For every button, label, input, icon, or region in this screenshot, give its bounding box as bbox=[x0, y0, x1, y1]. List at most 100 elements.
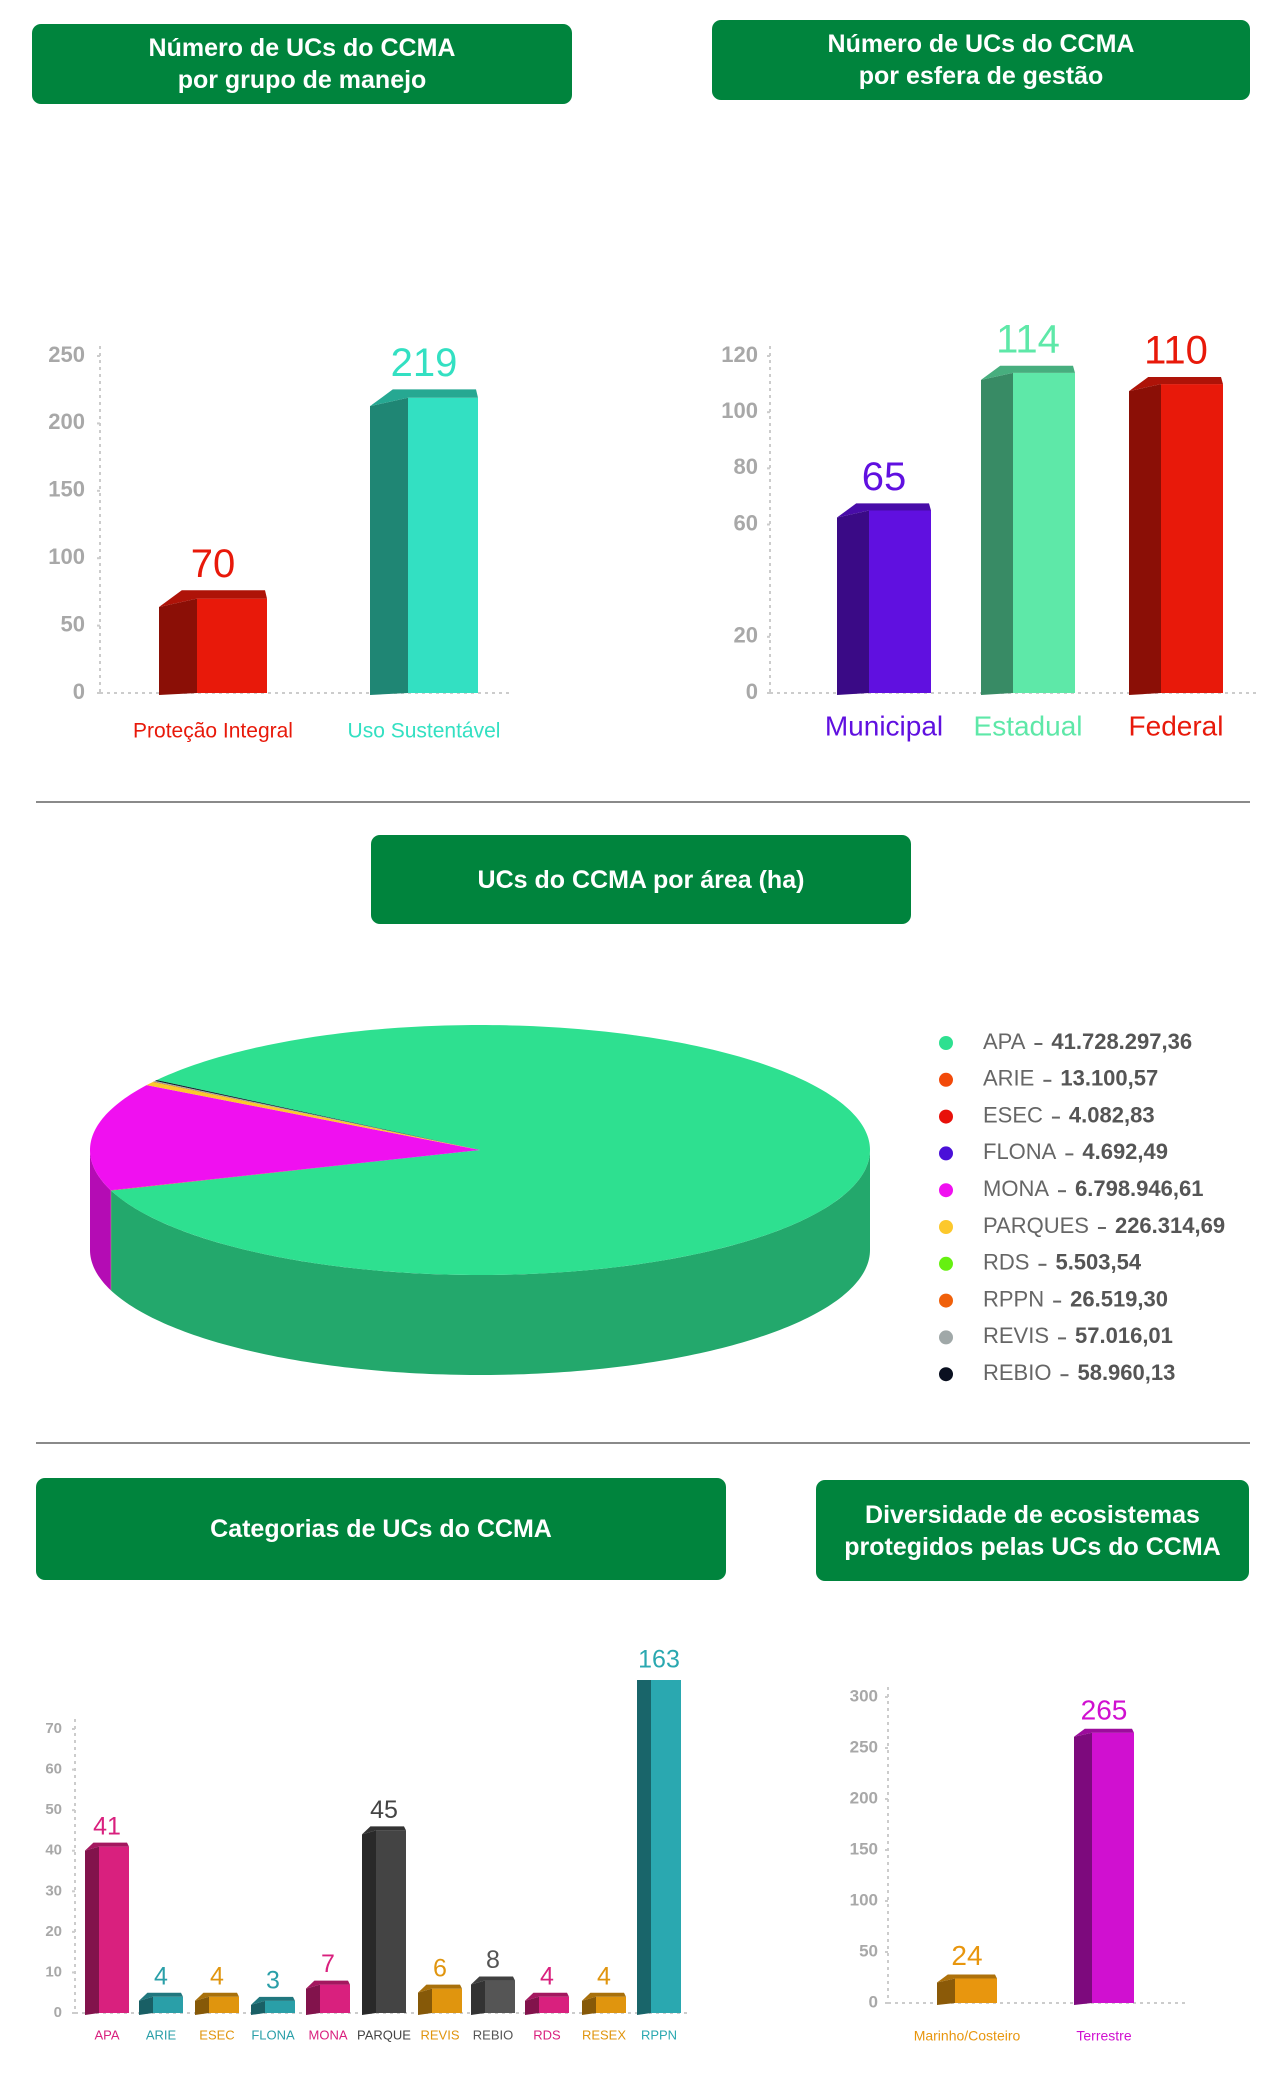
bar bbox=[265, 2000, 295, 2013]
y-tick-label: 200 bbox=[48, 409, 85, 434]
value-label: 4 bbox=[540, 1962, 554, 1990]
x-tick-label: REVIS bbox=[420, 2027, 459, 2042]
bar-side bbox=[159, 598, 197, 695]
legend-value: 6.798.946,61 bbox=[1075, 1176, 1203, 1201]
bar-side bbox=[251, 2000, 265, 2015]
legend-swatch bbox=[939, 1220, 953, 1234]
pie-slice bbox=[152, 1082, 480, 1150]
header: Categorias de UCs do CCMA bbox=[36, 1478, 726, 1580]
x-tick-label: Estadual bbox=[974, 710, 1083, 741]
value-label: 8 bbox=[486, 1946, 500, 1974]
value-label: 3 bbox=[266, 1966, 280, 1994]
bar bbox=[1013, 372, 1075, 693]
x-tick-label: RDS bbox=[533, 2027, 561, 2042]
x-tick-label: MONA bbox=[309, 2027, 348, 2042]
bar-top bbox=[471, 1976, 515, 1985]
x-tick-label: Uso Sustentável bbox=[348, 720, 501, 743]
pie-slice-side bbox=[90, 1150, 111, 1291]
y-tick-label: 150 bbox=[850, 1839, 878, 1858]
pie-slice bbox=[110, 1150, 481, 1191]
bar-side bbox=[362, 1830, 376, 2015]
y-tick-label: 250 bbox=[48, 342, 85, 367]
bar-top bbox=[1129, 377, 1223, 392]
bar-side bbox=[937, 1978, 955, 2005]
bar-side bbox=[306, 1984, 320, 2015]
bar-top bbox=[418, 1984, 462, 1993]
y-tick-label: 30 bbox=[45, 1882, 62, 1899]
bars bbox=[159, 389, 478, 695]
bar-side bbox=[582, 1996, 596, 2015]
bar bbox=[99, 1846, 129, 2013]
legend-swatch bbox=[939, 1293, 953, 1308]
bar-top bbox=[306, 1980, 350, 1989]
y-tick-label: 80 bbox=[734, 454, 758, 479]
header: UCs do CCMA por área (ha) bbox=[371, 835, 911, 924]
value-label: 6 bbox=[433, 1954, 447, 1982]
pie-slice bbox=[155, 1080, 480, 1150]
legend-label: FLONA bbox=[983, 1139, 1057, 1164]
bar-side bbox=[1074, 1732, 1092, 2005]
bar bbox=[197, 598, 267, 693]
bar bbox=[1161, 384, 1223, 693]
bar-side bbox=[418, 1988, 432, 2015]
bar-top bbox=[362, 1826, 406, 1835]
bar bbox=[955, 1978, 997, 2003]
bar-side bbox=[981, 372, 1013, 695]
legend-label: REVIS bbox=[983, 1323, 1049, 1348]
x-tick-label: Marinho/Costeiro bbox=[914, 2028, 1021, 2044]
bar-top bbox=[251, 1996, 295, 2005]
header: Número de UCs do CCMA por esfera de gest… bbox=[712, 20, 1250, 100]
bars bbox=[837, 365, 1223, 695]
legend-swatch bbox=[939, 1036, 953, 1050]
bar bbox=[869, 510, 931, 693]
pie-slice bbox=[90, 1085, 481, 1191]
value-label: 4 bbox=[597, 1962, 611, 1990]
x-tick-label: RESEX bbox=[582, 2027, 626, 2042]
pie-slice bbox=[153, 1080, 480, 1150]
pie-slice bbox=[110, 1150, 480, 1191]
bar-side bbox=[471, 1980, 485, 2015]
y-tick-label: 60 bbox=[734, 510, 758, 535]
legend-value: 41.728.297,36 bbox=[1051, 1029, 1192, 1054]
value-label: 110 bbox=[1144, 329, 1208, 373]
y-tick-label: 10 bbox=[45, 1963, 62, 1980]
bars bbox=[85, 1680, 681, 2015]
y-tick-label: 20 bbox=[45, 1923, 62, 1940]
header: Diversidade de ecosistemas protegidos pe… bbox=[816, 1480, 1249, 1581]
y-tick-label: 0 bbox=[73, 679, 85, 704]
y-tick-label: 100 bbox=[48, 544, 85, 569]
bar-top bbox=[837, 503, 931, 518]
legend-value: 26.519,30 bbox=[1070, 1286, 1168, 1311]
legend-label: ESEC bbox=[983, 1102, 1043, 1127]
legend-swatch bbox=[939, 1072, 953, 1087]
bar-top bbox=[937, 1974, 997, 1983]
value-label: 41 bbox=[93, 1812, 121, 1840]
bar-top bbox=[1074, 1728, 1134, 1737]
bar-side bbox=[139, 1996, 153, 2015]
value-label: 65 bbox=[862, 455, 907, 499]
y-tick-label: 50 bbox=[45, 1801, 62, 1818]
x-tick-label: Municipal bbox=[825, 710, 943, 741]
value-label: 265 bbox=[1081, 1694, 1128, 1725]
legend-swatch bbox=[939, 1109, 953, 1124]
separator bbox=[36, 1442, 1250, 1444]
legend-swatch bbox=[939, 1183, 953, 1198]
value-label: 70 bbox=[191, 542, 236, 586]
value-label: 219 bbox=[391, 341, 458, 385]
bar-side bbox=[525, 1996, 539, 2015]
legend-label: ARIE bbox=[983, 1066, 1034, 1091]
y-tick-label: 60 bbox=[45, 1761, 62, 1778]
x-tick-label: Proteção Integral bbox=[133, 720, 293, 743]
y-tick-label: 0 bbox=[746, 679, 758, 704]
y-tick-label: 50 bbox=[61, 611, 85, 636]
bar-side bbox=[85, 1846, 99, 2015]
value-label: 4 bbox=[210, 1962, 224, 1990]
bar-top bbox=[370, 389, 478, 407]
x-tick-label: APA bbox=[94, 2027, 119, 2042]
pie-slice bbox=[110, 1150, 480, 1191]
y-tick-label: 150 bbox=[48, 477, 85, 502]
bar-top bbox=[139, 1992, 183, 2001]
value-label: 163 bbox=[638, 1646, 680, 1674]
